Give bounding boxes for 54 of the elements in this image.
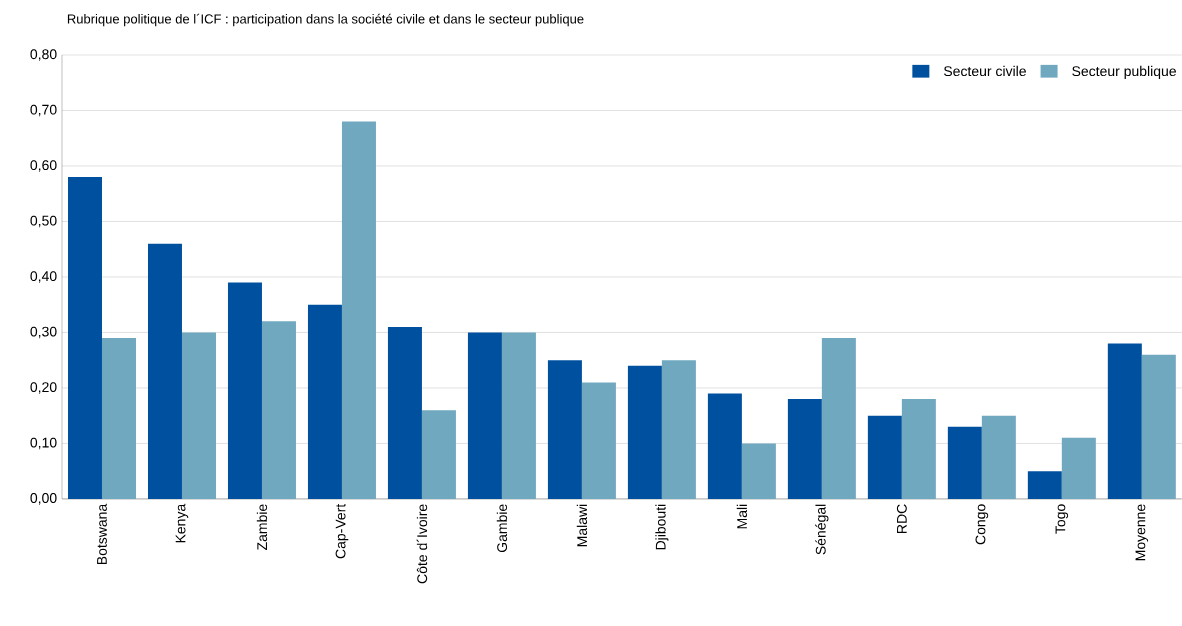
bar [661,360,696,499]
y-tick-label: 0,10 [30,437,57,450]
bar [901,399,936,499]
bar [1061,437,1096,499]
bar [181,332,216,499]
y-tick-label: 0,50 [30,215,57,228]
x-tick-label: Moyenne [1135,504,1149,561]
bar [821,338,856,499]
x-tick-label: Botswana [97,503,107,565]
bar [341,121,376,499]
bar [627,365,662,499]
x-tick-label: Zambie [256,504,268,551]
chart-title: Rubrique politique de l´ICF : participation dans la société civile et dans le secteur publique [67,13,584,27]
bar [307,304,342,499]
x-tick-label: Sénégal [815,504,829,555]
y-tick-label: 0,60 [30,160,57,172]
bar [547,360,582,499]
bar [741,443,776,499]
bar [1027,471,1062,499]
y-tick-label: 0,00 [30,493,57,505]
y-tick-label: 0,70 [30,104,57,117]
bar [707,393,742,499]
bar [981,415,1016,499]
y-tick-label: 0,80 [30,49,57,61]
bar [147,243,182,499]
x-tick-label: Côte d´Ivoire [416,504,428,584]
legend-label: Secteur civile [943,65,1026,77]
y-tick-label: 0,30 [30,326,57,339]
bar [227,282,262,499]
bar [101,338,136,499]
x-tick-label: Cap-Vert [335,503,349,559]
bar [501,332,536,499]
x-tick-label: Malawi [576,504,588,547]
bar [68,177,102,499]
x-tick-label: Mali [736,504,748,529]
bar [1141,354,1176,499]
bar [787,399,822,499]
x-tick-label: Gambie [496,504,508,553]
bar [947,426,982,499]
bar [467,332,502,499]
y-tick-label: 0,20 [30,382,57,394]
bar [387,326,422,499]
x-tick-label: Djibouti [655,504,669,550]
bar [261,321,296,499]
x-tick-label: Togo [1055,504,1069,534]
bar [867,415,902,499]
bar [1107,343,1142,499]
bar [581,382,616,499]
x-tick-label: Kenya [175,503,189,543]
x-tick-label: Congo [975,504,989,545]
legend-label: Secteur publique [1072,65,1176,79]
y-tick-label: 0,40 [30,271,57,283]
x-tick-label: RDC [896,504,907,533]
bar [421,410,456,499]
